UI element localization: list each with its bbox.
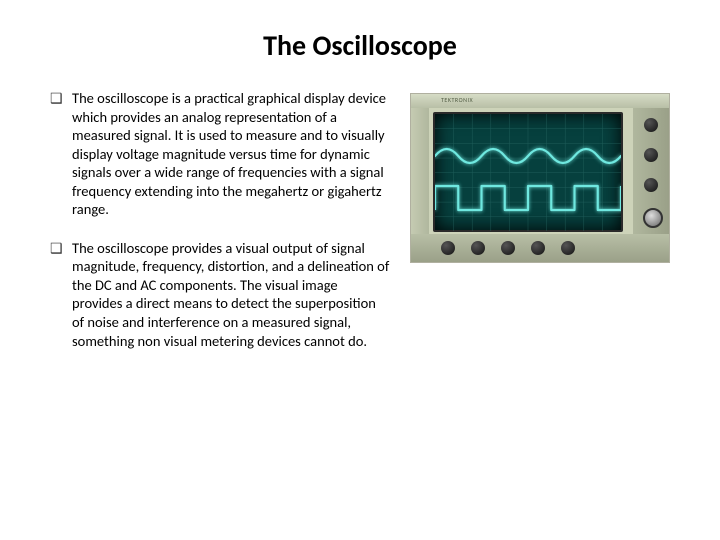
bullet-text: The oscilloscope provides a visual outpu… (72, 239, 390, 350)
text-column: ❑ The oscilloscope is a practical graphi… (50, 89, 390, 370)
oscilloscope-image: TEKTRONIX (410, 93, 670, 263)
bullet-item: ❑ The oscilloscope is a practical graphi… (50, 89, 390, 219)
knob-icon (644, 148, 658, 162)
knob-icon (471, 241, 485, 255)
bullet-text: The oscilloscope is a practical graphica… (72, 89, 390, 219)
knob-icon (531, 241, 545, 255)
sine-wave-trace (435, 138, 621, 174)
knob-icon (501, 241, 515, 255)
scope-left-panel (411, 108, 429, 234)
slide-title: The Oscilloscope (50, 28, 670, 63)
knob-icon (441, 241, 455, 255)
knob-icon (644, 118, 658, 132)
slide: The Oscilloscope ❑ The oscilloscope is a… (0, 0, 720, 540)
bullet-marker-icon: ❑ (50, 239, 72, 350)
square-wave-trace (435, 180, 621, 216)
scope-bottom-panel (411, 234, 669, 262)
bullet-marker-icon: ❑ (50, 89, 72, 219)
scope-top-panel: TEKTRONIX (411, 94, 669, 108)
knob-icon (561, 241, 575, 255)
bnc-connector-icon (643, 208, 663, 228)
image-column: TEKTRONIX (410, 89, 670, 370)
content-row: ❑ The oscilloscope is a practical graphi… (50, 89, 670, 370)
bullet-item: ❑ The oscilloscope provides a visual out… (50, 239, 390, 350)
scope-brand-label: TEKTRONIX (441, 96, 473, 104)
oscilloscope-screen (433, 112, 623, 232)
knob-icon (644, 178, 658, 192)
